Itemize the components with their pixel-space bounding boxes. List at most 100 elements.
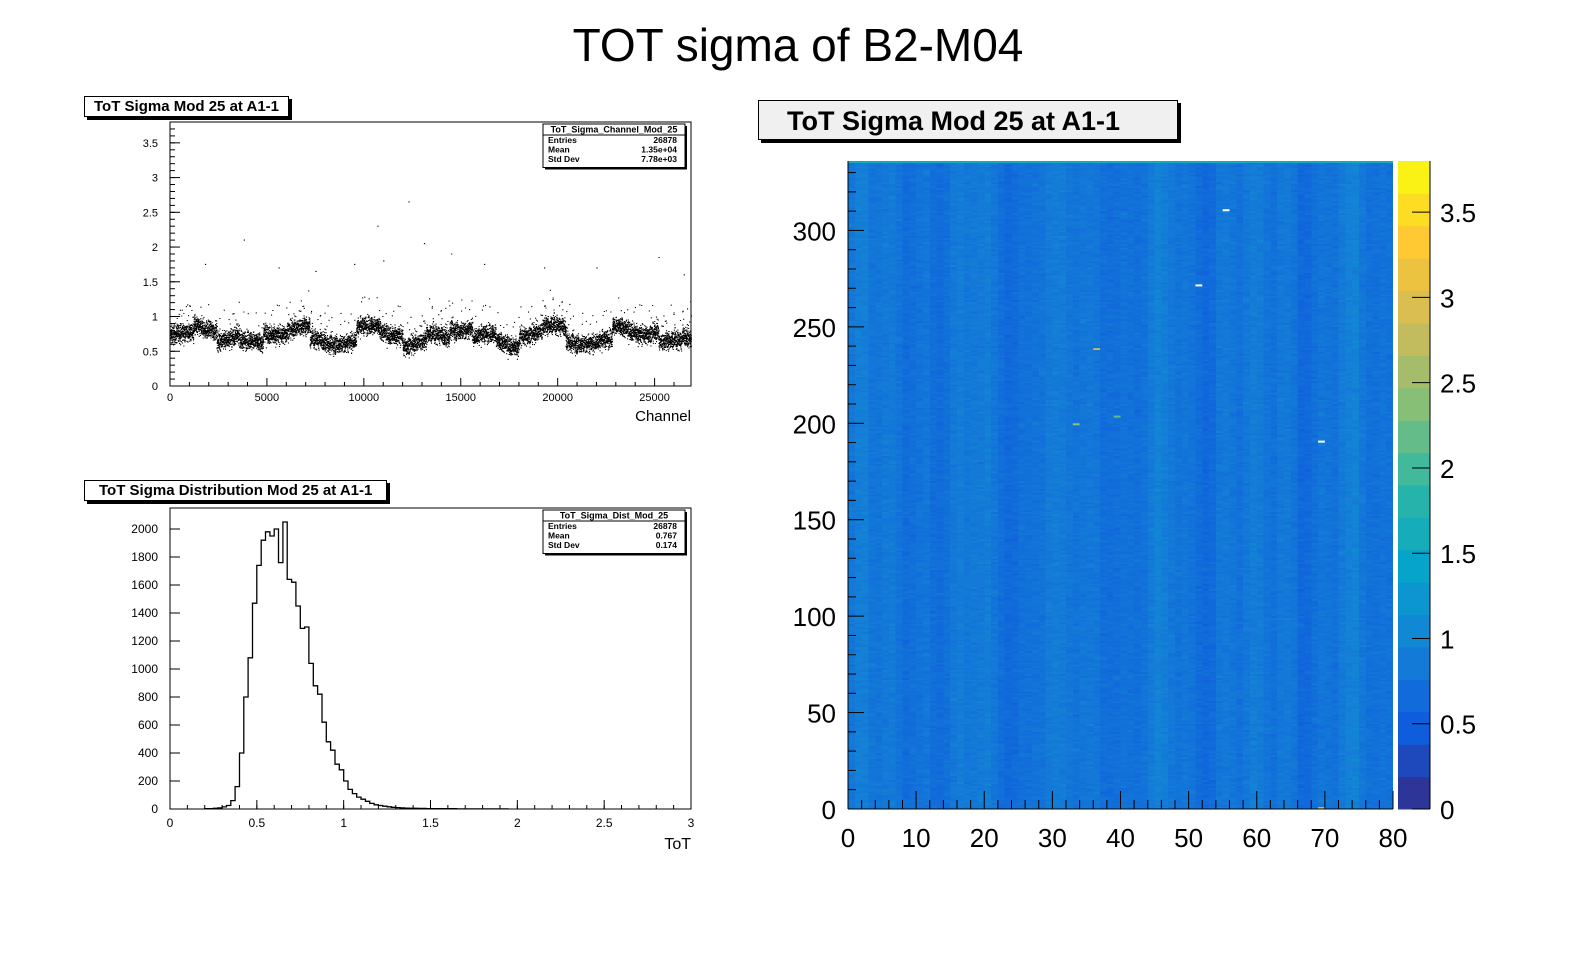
y-tick-label: 200 — [793, 409, 836, 439]
y-tick-label: 200 — [138, 774, 158, 788]
colorbar-step — [1398, 582, 1430, 616]
y-tick-label: 100 — [793, 602, 836, 632]
heatmap-cells — [848, 161, 1393, 809]
heatmap-hot-pixel — [1093, 348, 1101, 351]
y-tick-label: 400 — [138, 746, 158, 760]
z-tick-label: 1 — [1440, 624, 1454, 654]
x-tick-label: 15000 — [445, 392, 476, 404]
colorbar-step — [1398, 614, 1430, 648]
z-tick-label: 0 — [1440, 795, 1454, 825]
heatmap-hot-pixel — [1113, 415, 1121, 418]
y-tick-label: 50 — [807, 699, 836, 729]
y-tick-label: 150 — [793, 506, 836, 536]
y-tick-label: 1400 — [131, 606, 158, 620]
x-tick-label: 50 — [1174, 823, 1203, 853]
stats-label: Std Dev — [548, 540, 580, 550]
y-tick-label: 0 — [152, 381, 158, 393]
y-tick-label: 3.5 — [143, 138, 158, 150]
z-tick-label: 1.5 — [1440, 539, 1476, 569]
stats-label: Mean — [548, 145, 570, 155]
x-tick-label: 30 — [1038, 823, 1067, 853]
y-tick-label: 1600 — [131, 578, 158, 592]
y-tick-label: 2000 — [131, 522, 158, 536]
colorbar-step — [1398, 485, 1430, 518]
x-tick-label: 2.5 — [596, 816, 613, 830]
y-tick-label: 300 — [793, 216, 836, 246]
colorbar-step — [1398, 420, 1430, 454]
x-tick-label: 1.5 — [422, 816, 439, 830]
x-tick-label: 0 — [841, 823, 855, 853]
canvas-title: TOT sigma of B2-M04 — [572, 19, 1024, 71]
z-tick-label: 3.5 — [1440, 198, 1476, 228]
y-tick-label: 0 — [822, 795, 836, 825]
x-tick-label: 80 — [1379, 823, 1408, 853]
colorbar-step — [1398, 193, 1430, 227]
x-tick-label: 20000 — [542, 392, 573, 404]
heatmap-hot-pixel — [1072, 423, 1080, 426]
stats-value: 0.767 — [656, 531, 678, 541]
stats-name: ToT_Sigma_Channel_Mod_25 — [551, 125, 678, 135]
x-axis-label: Channel — [635, 408, 691, 425]
y-tick-label: 1800 — [131, 550, 158, 564]
x-tick-label: 5000 — [255, 392, 279, 404]
colorbar-step — [1398, 549, 1430, 583]
heatmap-hot-pixel — [1318, 440, 1325, 443]
x-tick-label: 2 — [514, 816, 521, 830]
pad1-title: ToT Sigma Mod 25 at A1-1 — [84, 96, 290, 117]
y-tick-label: 2.5 — [143, 207, 158, 219]
z-tick-label: 0.5 — [1440, 710, 1476, 740]
colorbar-step — [1398, 323, 1430, 356]
y-tick-label: 1000 — [131, 662, 158, 676]
x-tick-label: 20 — [970, 823, 999, 853]
colorbar-step — [1398, 711, 1430, 745]
y-tick-label: 1200 — [131, 634, 158, 648]
colorbar-step — [1398, 290, 1430, 324]
y-tick-label: 1 — [152, 312, 158, 324]
x-axis-label: ToT — [664, 836, 691, 853]
colorbar-step — [1398, 679, 1430, 713]
colorbar-step — [1398, 161, 1430, 194]
colorbar-step — [1398, 452, 1430, 486]
y-tick-label: 2 — [152, 242, 158, 254]
x-tick-label: 3 — [688, 816, 695, 830]
x-tick-label: 0 — [167, 392, 173, 404]
x-tick-label: 1 — [340, 816, 347, 830]
y-tick-label: 800 — [138, 690, 158, 704]
stats-value: 26878 — [653, 521, 677, 531]
heatmap-hot-pixel — [1195, 284, 1203, 287]
x-tick-label: 25000 — [639, 392, 670, 404]
colorbar-step — [1398, 776, 1430, 810]
stats-label: Std Dev — [548, 154, 580, 164]
stats-value: 26878 — [653, 135, 677, 145]
stats-value: 0.174 — [656, 540, 678, 550]
y-tick-label: 0 — [151, 802, 158, 816]
x-tick-label: 10000 — [349, 392, 380, 404]
scatter-points — [170, 201, 693, 360]
colorbar-step — [1398, 258, 1430, 292]
y-tick-label: 600 — [138, 718, 158, 732]
colorbar-step — [1398, 387, 1430, 421]
pad2-title: ToT Sigma Distribution Mod 25 at A1-1 — [84, 480, 388, 501]
colorbar-step — [1398, 744, 1430, 778]
y-tick-label: 250 — [793, 313, 836, 343]
colorbar-step — [1398, 355, 1430, 389]
x-tick-label: 0 — [167, 816, 174, 830]
stats-label: Entries — [548, 521, 577, 531]
y-tick-label: 0.5 — [143, 346, 158, 358]
x-tick-label: 60 — [1242, 823, 1271, 853]
x-tick-label: 0.5 — [248, 816, 265, 830]
stats-value: 7.78e+03 — [641, 154, 677, 164]
colorbar-step — [1398, 517, 1430, 551]
stats-label: Mean — [548, 531, 570, 541]
y-tick-label: 3 — [152, 173, 158, 185]
x-tick-label: 70 — [1310, 823, 1339, 853]
stats-label: Entries — [548, 135, 577, 145]
y-tick-label: 1.5 — [143, 277, 158, 289]
stats-value: 1.35e+04 — [641, 145, 677, 155]
x-tick-label: 40 — [1106, 823, 1135, 853]
z-tick-label: 2 — [1440, 454, 1454, 484]
colorbar-step — [1398, 225, 1430, 259]
